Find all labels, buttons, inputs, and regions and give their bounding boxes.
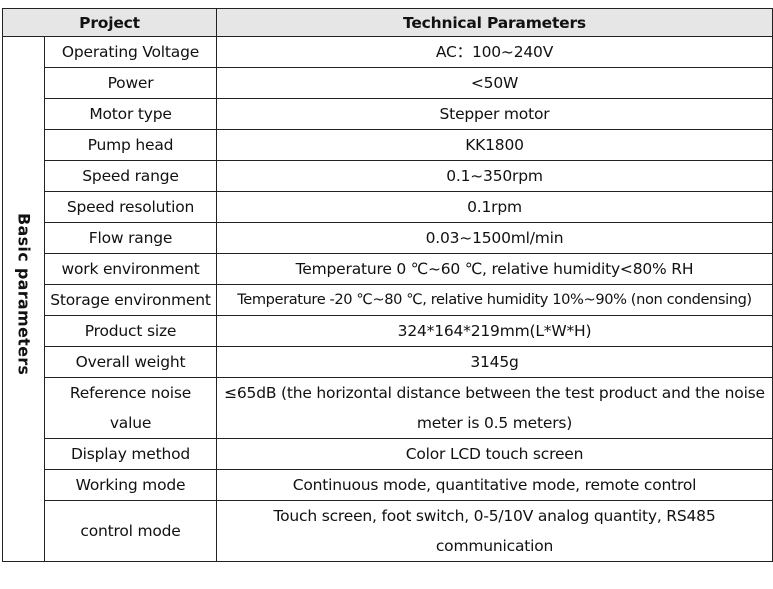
table-row: Overall weight 3145g (3, 346, 773, 378)
table-row: work environment Temperature 0 ℃~60 ℃, r… (3, 253, 773, 285)
header-project: Project (2, 8, 217, 37)
param-name: Display method (44, 438, 217, 470)
table-row: Speed resolution 0.1rpm (3, 191, 773, 223)
table-row: Basic parameters Operating Voltage AC：10… (2, 36, 773, 562)
param-name: Speed range (44, 160, 217, 192)
header-technical-parameters: Technical Parameters (216, 8, 773, 37)
param-value: AC：100~240V (216, 36, 773, 68)
table-row: Product size 324*164*219mm(L*W*H) (3, 315, 773, 347)
param-name: work environment (44, 253, 217, 285)
param-value: Touch screen, foot switch, 0-5/10V analo… (216, 500, 773, 562)
category-label: Basic parameters (14, 212, 34, 376)
param-name: Pump head (44, 129, 217, 161)
param-name: Working mode (44, 469, 217, 501)
param-name: Reference noise value (44, 377, 217, 439)
param-name: Storage environment (44, 284, 217, 316)
param-name: Operating Voltage (44, 36, 217, 68)
param-name: Product size (44, 315, 217, 347)
spec-table: Project Technical Parameters Basic param… (2, 8, 773, 562)
param-name: Speed resolution (44, 191, 217, 223)
param-value: ≤65dB (the horizontal distance between t… (216, 377, 773, 439)
param-value: 3145g (216, 346, 773, 378)
param-value: 324*164*219mm(L*W*H) (216, 315, 773, 347)
param-name: Flow range (44, 222, 217, 254)
table-row: Flow range 0.03~1500ml/min (3, 222, 773, 254)
param-value: KK1800 (216, 129, 773, 161)
param-value: Stepper motor (216, 98, 773, 130)
param-value: 0.1rpm (216, 191, 773, 223)
table-row: Working mode Continuous mode, quantitati… (3, 469, 773, 501)
param-value: Temperature -20 ℃~80 ℃, relative humidit… (216, 284, 773, 316)
param-value: Color LCD touch screen (216, 438, 773, 470)
table-row: Display method Color LCD touch screen (3, 438, 773, 470)
param-name: Overall weight (44, 346, 217, 378)
param-value: 0.1~350rpm (216, 160, 773, 192)
table-header-row: Project Technical Parameters (2, 8, 773, 37)
param-name: Motor type (44, 98, 217, 130)
table-row: Motor type Stepper motor (3, 98, 773, 130)
table-row: Power <50W (3, 67, 773, 99)
param-name: Power (44, 67, 217, 99)
param-value: Continuous mode, quantitative mode, remo… (216, 469, 773, 501)
param-value: <50W (216, 67, 773, 99)
category-cell: Basic parameters (2, 36, 45, 562)
table-row: Pump head KK1800 (3, 129, 773, 161)
table-row: control mode Touch screen, foot switch, … (3, 500, 773, 562)
table-row: Speed range 0.1~350rpm (3, 160, 773, 192)
param-value: 0.03~1500ml/min (216, 222, 773, 254)
param-value: Temperature 0 ℃~60 ℃, relative humidity<… (216, 253, 773, 285)
table-row: Storage environment Temperature -20 ℃~80… (3, 284, 773, 316)
table-row: Reference noise value ≤65dB (the horizon… (3, 377, 773, 439)
param-name: control mode (44, 500, 217, 562)
